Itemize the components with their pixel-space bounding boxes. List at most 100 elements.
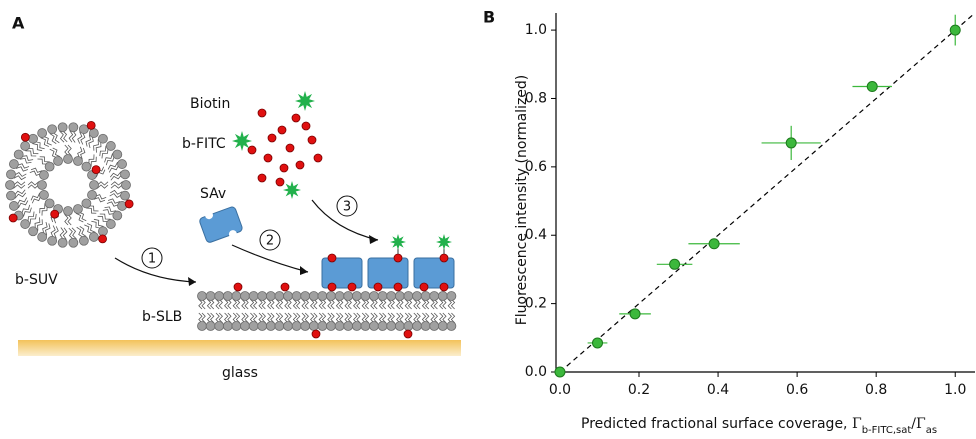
lipid-head bbox=[68, 122, 79, 133]
biotin bbox=[257, 173, 267, 183]
lipid-head bbox=[248, 291, 259, 301]
lipid-head bbox=[112, 210, 123, 221]
b-slb-label: b-SLB bbox=[142, 309, 182, 325]
lipid-head bbox=[205, 291, 216, 301]
biotin bbox=[327, 253, 337, 263]
biotin bbox=[247, 145, 257, 155]
lipid-head bbox=[39, 170, 49, 180]
lipid-head bbox=[394, 291, 405, 301]
lipid-head bbox=[377, 321, 388, 331]
lipid-head bbox=[98, 133, 108, 144]
lipid-head bbox=[214, 291, 225, 301]
biotin bbox=[279, 163, 289, 173]
fitc-star bbox=[295, 91, 315, 111]
lipid-head bbox=[73, 156, 83, 166]
biotin bbox=[393, 282, 403, 292]
lipid-head bbox=[28, 226, 38, 237]
lipid-head bbox=[386, 321, 397, 331]
lipid-head bbox=[394, 321, 405, 331]
lipid-head bbox=[78, 124, 89, 135]
biotin bbox=[267, 133, 277, 143]
biotin bbox=[295, 160, 305, 170]
lipid-head bbox=[274, 321, 285, 331]
lipid-head bbox=[87, 190, 97, 200]
lipid-head bbox=[222, 321, 233, 331]
biotin bbox=[439, 253, 449, 263]
lipid-head bbox=[291, 321, 302, 331]
lipid-head bbox=[283, 291, 293, 301]
lipid-head bbox=[5, 180, 15, 190]
b-fitc-label: b-FITC bbox=[182, 136, 226, 152]
y-tick-label: 1.0 bbox=[525, 22, 547, 38]
streptavidin bbox=[321, 257, 363, 289]
lipid-head bbox=[47, 235, 58, 246]
lipid-head bbox=[412, 321, 422, 331]
lipid-head bbox=[37, 180, 47, 190]
lipid-head bbox=[343, 291, 354, 301]
streptavidin bbox=[413, 257, 455, 289]
biotin bbox=[124, 199, 134, 209]
lipid-head bbox=[343, 321, 354, 331]
lipid-head bbox=[205, 321, 216, 331]
step-circle bbox=[259, 229, 281, 251]
lipid-head bbox=[369, 291, 379, 301]
b-suv-label: b-SUV bbox=[15, 272, 58, 288]
lipid-head bbox=[420, 321, 431, 331]
biotin bbox=[50, 209, 60, 219]
y-tick-label: 0.8 bbox=[525, 90, 547, 106]
lipid-head bbox=[105, 141, 116, 151]
lipid-head bbox=[283, 321, 293, 331]
lipid-head bbox=[120, 169, 130, 180]
lipid-head bbox=[44, 161, 55, 172]
biotin bbox=[8, 213, 18, 223]
biotin bbox=[20, 132, 30, 142]
step-number: 3 bbox=[343, 200, 351, 215]
x-axis-label-part: /Γ bbox=[911, 416, 926, 432]
lipid-head bbox=[73, 204, 83, 214]
lipid-head bbox=[317, 321, 328, 331]
biotin bbox=[347, 282, 357, 292]
lipid-head bbox=[360, 321, 371, 331]
lipid-head bbox=[326, 321, 336, 331]
biotin bbox=[393, 253, 403, 263]
arrowhead bbox=[300, 266, 308, 275]
lipid-head bbox=[78, 235, 89, 246]
lipid-head bbox=[37, 128, 48, 138]
binding-pocket bbox=[228, 230, 237, 239]
lipid-head bbox=[403, 291, 414, 301]
biotin bbox=[291, 113, 301, 123]
lipid-head bbox=[334, 291, 345, 301]
panel-label: A bbox=[12, 14, 25, 33]
streptavidin bbox=[367, 257, 409, 289]
arrowhead bbox=[188, 277, 196, 286]
arrow bbox=[114, 257, 197, 283]
lipid-head bbox=[377, 291, 388, 301]
data-point bbox=[669, 258, 681, 270]
lipid-head bbox=[9, 159, 19, 169]
biotin bbox=[257, 108, 267, 118]
lipid-head bbox=[240, 291, 250, 301]
lipid-head bbox=[326, 291, 336, 301]
binding-pocket bbox=[204, 211, 213, 220]
x-axis-label-part: as bbox=[926, 425, 937, 436]
biotin bbox=[403, 329, 413, 339]
lipid-head bbox=[120, 190, 130, 201]
biotin bbox=[86, 120, 96, 130]
lipid-head bbox=[437, 321, 448, 331]
lipid-head bbox=[231, 321, 242, 331]
arrow bbox=[231, 244, 309, 273]
lipid-head bbox=[429, 321, 440, 331]
lipid-head bbox=[446, 291, 457, 301]
lipid-head bbox=[105, 219, 116, 229]
y-tick-label: 0.0 bbox=[525, 364, 547, 380]
lipid-head bbox=[437, 291, 448, 301]
biotin bbox=[311, 329, 321, 339]
panel-label: B bbox=[483, 8, 495, 27]
lipid-head bbox=[112, 149, 123, 160]
y-tick-label: 0.6 bbox=[525, 159, 547, 175]
x-tick-label: 0.8 bbox=[865, 382, 887, 398]
lipid-head bbox=[20, 141, 31, 151]
x-tick-label: 0.0 bbox=[549, 382, 571, 398]
panel-a: A glass Biotin b-FITC SAv b-SUV b-SLB 1 … bbox=[5, 14, 461, 381]
biotin bbox=[91, 165, 101, 175]
